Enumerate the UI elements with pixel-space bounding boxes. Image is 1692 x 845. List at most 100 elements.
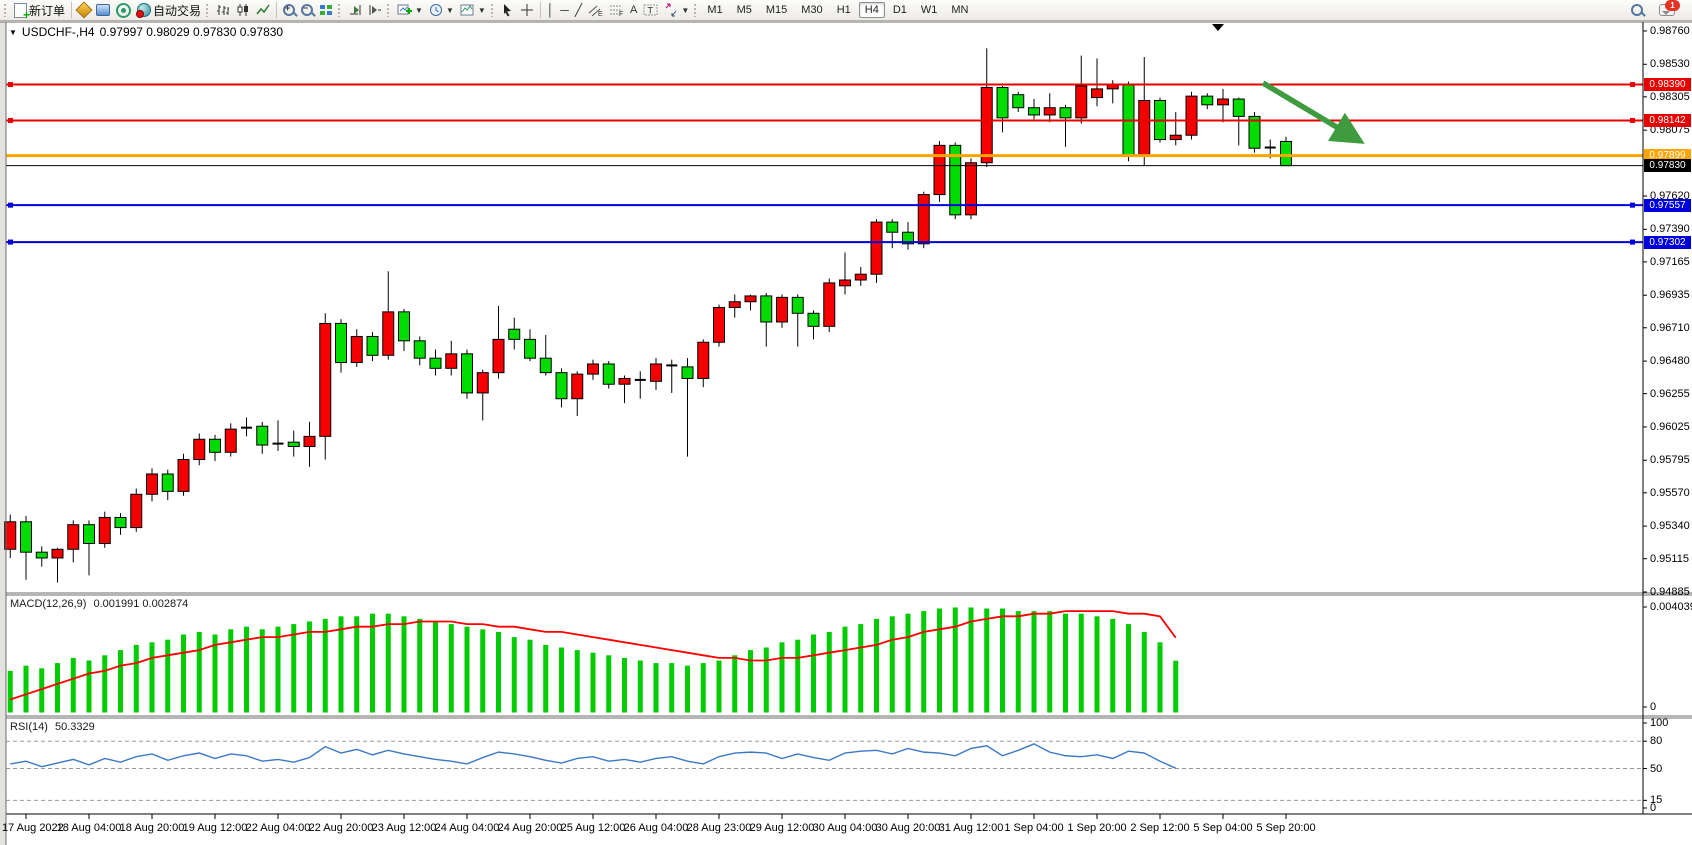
support-line-upper-handle[interactable] — [8, 202, 13, 208]
clock-icon — [429, 4, 442, 16]
chart-ohlc-quote: 0.97997 0.98029 0.97830 0.97830 — [99, 25, 284, 39]
zoom-out-button[interactable]: − — [298, 1, 316, 20]
autotrading-label: 自动交易 — [153, 3, 202, 18]
resistance-line-lower-handle[interactable] — [1630, 117, 1635, 123]
text-label-button[interactable]: T — [640, 1, 661, 20]
rsi-axis-label: 0 — [1650, 802, 1657, 814]
line-chart-button[interactable] — [253, 1, 273, 20]
arrows-icon — [666, 3, 677, 17]
rsi-axis-label: 50 — [1650, 762, 1663, 775]
resistance-line-upper-handle[interactable] — [1630, 82, 1635, 88]
date-axis-label: 1 Sep 20:00 — [1067, 822, 1127, 834]
text-button[interactable]: A — [627, 1, 640, 20]
timeframe-group: M1 M5 M15 M30 H1 H4 D1 W1 MN — [701, 2, 974, 18]
macd-label: MACD(12,26,9) — [10, 598, 87, 610]
toolbar-grip[interactable] — [489, 3, 495, 17]
signals-button[interactable] — [113, 1, 134, 20]
template-icon — [460, 4, 474, 16]
timeframe-button-mn[interactable]: MN — [951, 4, 969, 16]
timeframe-button-m30[interactable]: M30 — [801, 4, 823, 16]
resistance-line-lower-handle[interactable] — [8, 117, 13, 123]
autotrading-icon — [136, 3, 152, 18]
new-chart-dropdown[interactable]: ▼ — [394, 1, 426, 20]
zoom-in-icon: + — [283, 3, 296, 16]
horizontal-line-button[interactable]: ─ — [557, 1, 572, 20]
macd-signal-line — [9, 610, 1177, 701]
chart-shift-marker[interactable] — [1212, 24, 1224, 31]
timeframe-button-m15[interactable]: M15 — [765, 4, 788, 16]
chart-shift-button[interactable] — [365, 1, 385, 20]
chart-header: ▼ USDCHF-,H4 0.97997 0.98029 0.97830 0.9… — [9, 25, 283, 39]
toolbar-grip[interactable] — [3, 3, 8, 17]
market-watch-icon — [96, 4, 111, 16]
date-axis-label: 29 Aug 12:00 — [749, 822, 815, 834]
line-chart-icon — [256, 4, 270, 15]
timeframe-button-d1[interactable]: D1 — [892, 4, 907, 16]
auto-scroll-button[interactable] — [345, 1, 365, 20]
date-axis-label: 22 Aug 20:00 — [308, 822, 374, 834]
timeframe-button-h1[interactable]: H1 — [836, 4, 851, 16]
trend-arrow[interactable] — [1261, 80, 1365, 144]
templates-dropdown[interactable]: ▼ — [457, 1, 489, 20]
autotrading-button[interactable]: 自动交易 — [134, 1, 204, 20]
date-axis-label: 24 Aug 20:00 — [497, 822, 563, 834]
candlestick-chart-button[interactable] — [233, 1, 253, 20]
toolbar-grip[interactable] — [205, 3, 211, 17]
main-toolbar: 新订单 自动交易 + − — [0, 0, 1692, 22]
zoom-in-button[interactable]: + — [280, 1, 298, 20]
new-order-button[interactable]: 新订单 — [11, 1, 68, 22]
chat-button[interactable]: 1 — [1656, 0, 1680, 20]
timeframe-button-w1[interactable]: W1 — [920, 4, 938, 16]
date-axis-label: 31 Aug 12:00 — [938, 822, 1004, 834]
bar-chart-icon — [217, 5, 230, 15]
chevron-down-icon: ▼ — [477, 5, 486, 15]
chevron-down-icon: ▼ — [681, 5, 690, 15]
resistance-line-upper-handle[interactable] — [8, 82, 13, 88]
toolbar-grip[interactable] — [693, 3, 699, 17]
horizontal-line-icon: ─ — [560, 3, 569, 17]
new-chart-icon — [397, 4, 413, 15]
arrows-dropdown[interactable]: ▼ — [661, 1, 692, 20]
price-axis-label: 0.95570 — [1650, 486, 1690, 499]
rsi-line — [10, 743, 1177, 769]
rsi-axis-label: 100 — [1650, 717, 1669, 729]
date-axis-label: 18 Aug 20:00 — [119, 822, 185, 834]
price-tag: 0.97302 — [1644, 235, 1691, 249]
timeframe-button-m1[interactable]: M1 — [707, 4, 723, 16]
timeframe-button-h4[interactable]: H4 — [858, 2, 885, 18]
market-watch-button[interactable] — [93, 1, 113, 20]
bar-chart-button[interactable] — [213, 1, 233, 20]
price-axis-label: 0.95340 — [1650, 520, 1690, 533]
fibonacci-button[interactable]: F — [606, 1, 627, 20]
svg-text:E: E — [598, 11, 603, 17]
support-line-upper-handle[interactable] — [1630, 202, 1635, 208]
crosshair-button[interactable] — [517, 1, 537, 20]
macd-axis-min: 0 — [1650, 701, 1657, 713]
price-axis-label: 0.98530 — [1650, 58, 1690, 71]
search-button[interactable] — [1628, 1, 1646, 20]
text-icon: A — [630, 4, 638, 16]
price-tag: 0.97830 — [1644, 159, 1691, 173]
trendline-button[interactable]: ╱ — [572, 1, 585, 20]
support-line-lower-handle[interactable] — [8, 239, 13, 245]
macd-axis-max: 0.004039 — [1650, 601, 1692, 613]
price-tag: 0.98142 — [1644, 113, 1691, 127]
price-axis-label: 0.98760 — [1650, 24, 1690, 37]
support-line-lower-handle[interactable] — [1630, 239, 1635, 245]
cursor-button[interactable] — [498, 1, 517, 20]
vertical-line-button[interactable]: │ — [544, 1, 558, 20]
toolbar-grip[interactable] — [337, 3, 343, 17]
fibonacci-icon: F — [610, 5, 623, 17]
toolbar-grip[interactable] — [386, 3, 392, 17]
price-axis-label: 0.94885 — [1650, 586, 1690, 598]
svg-text:F: F — [619, 11, 623, 17]
chart-shift-icon — [369, 5, 382, 15]
collapse-chart-icon[interactable]: ▼ — [9, 27, 17, 37]
periods-dropdown[interactable]: ▼ — [426, 1, 457, 20]
price-axis-label: 0.96255 — [1650, 387, 1690, 400]
tile-windows-button[interactable] — [316, 1, 336, 20]
timeframe-button-m5[interactable]: M5 — [736, 4, 752, 16]
channel-button[interactable]: E — [585, 1, 606, 20]
